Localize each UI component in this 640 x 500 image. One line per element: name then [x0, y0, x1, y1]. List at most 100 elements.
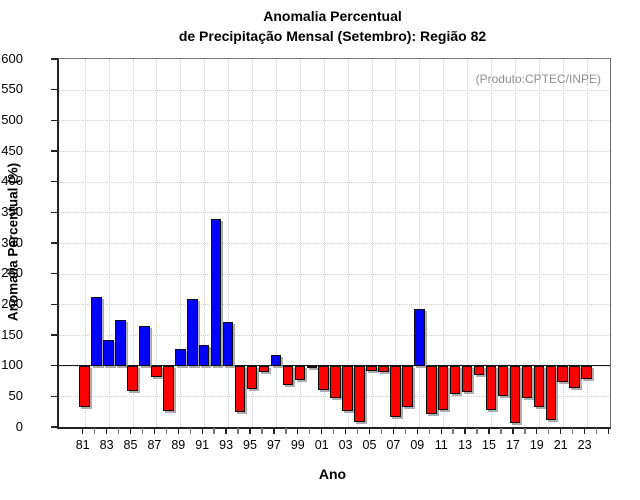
y-tick-label-500: 500 [1, 111, 23, 127]
x-tick-label-2019: 19 [529, 438, 544, 452]
x-tick-label-1999: 99 [290, 438, 305, 452]
chart-title-line1: Anomalia Percentual [263, 8, 402, 24]
x-tick-1985 [129, 428, 132, 434]
v-gridline-2017 [514, 59, 516, 427]
x-tick-1983 [105, 428, 108, 434]
x-tick-2024 [595, 428, 598, 434]
y-tick-300 [51, 242, 57, 244]
x-tick-2006 [380, 428, 383, 434]
x-tick-2019 [536, 428, 538, 434]
x-tick-2003 [344, 428, 347, 434]
x-tick-1996 [261, 428, 263, 434]
y-tick-100 [51, 364, 57, 367]
x-tick-2000 [309, 428, 311, 434]
bar-2013 [461, 365, 473, 393]
x-tick-2001 [321, 428, 323, 434]
bar-1999 [294, 365, 306, 381]
x-tick-1986 [141, 428, 144, 434]
x-tick-2016 [500, 428, 502, 434]
x-tick-label-2021: 21 [553, 438, 568, 452]
bar-2004 [354, 365, 365, 423]
v-gridline-1995 [252, 59, 253, 427]
x-tick-1989 [177, 428, 179, 434]
bar-2011 [437, 365, 449, 411]
x-tick-2021 [560, 428, 562, 434]
h-gridline-500 [59, 120, 610, 122]
x-tick-1987 [153, 428, 156, 434]
x-tick-label-1995: 95 [243, 438, 257, 452]
x-tick-2007 [392, 428, 395, 434]
bar-2007 [390, 365, 401, 417]
h-gridline-350 [59, 212, 610, 214]
h-gridline-450 [59, 151, 610, 152]
y-tick-150 [51, 334, 57, 336]
x-tick-label-1989: 89 [171, 438, 186, 452]
x-tick-2025 [607, 428, 610, 434]
x-tick-label-1993: 93 [219, 438, 234, 452]
y-tick-label-300: 300 [1, 234, 23, 250]
x-tick-1982 [93, 428, 96, 434]
x-tick-1988 [165, 428, 168, 434]
bar-2008 [402, 365, 413, 407]
x-tick-1999 [297, 428, 299, 434]
y-tick-600 [51, 58, 57, 60]
bar-2022 [569, 365, 580, 389]
bar-2020 [545, 365, 556, 421]
bar-2023 [581, 365, 592, 380]
bar-2002 [330, 365, 341, 398]
bar-2021 [557, 365, 568, 382]
x-tick-1997 [273, 428, 275, 434]
v-gridline-1987 [156, 59, 158, 427]
y-tick-0 [51, 426, 57, 428]
x-tick-2012 [452, 428, 454, 434]
v-gridline-2023 [586, 59, 588, 427]
y-tick-label-600: 600 [1, 50, 23, 66]
x-tick-2020 [548, 428, 550, 434]
bar-1989 [175, 349, 186, 366]
bar-1990 [187, 299, 198, 366]
x-tick-2002 [332, 428, 335, 434]
y-tick-350 [51, 211, 57, 214]
x-tick-label-2009: 09 [410, 438, 425, 452]
x-tick-label-2017: 17 [505, 438, 520, 452]
x-tick-2014 [476, 428, 478, 434]
y-tick-250 [51, 272, 57, 275]
x-tick-2004 [356, 428, 359, 434]
x-axis-label: Ano [318, 466, 347, 482]
v-gridline-1997 [275, 59, 277, 427]
y-tick-label-100: 100 [1, 357, 23, 373]
v-gridline-2001 [323, 59, 325, 427]
x-tick-1981 [82, 428, 84, 434]
y-tick-550 [51, 88, 57, 91]
x-tick-label-1991: 91 [195, 438, 210, 452]
v-gridline-1989 [180, 59, 182, 427]
bar-1985 [127, 365, 138, 392]
x-tick-2013 [464, 428, 466, 434]
x-tick-label-1997: 97 [266, 438, 281, 452]
y-tick-label-150: 150 [1, 326, 23, 342]
v-gridline-1985 [132, 59, 134, 427]
x-tick-2017 [512, 428, 514, 434]
y-tick-label-200: 200 [1, 295, 23, 311]
bar-1993 [222, 321, 234, 366]
y-tick-400 [51, 180, 57, 183]
bar-1986 [139, 325, 150, 366]
h-gridline-400 [59, 181, 610, 183]
bar-2019 [533, 365, 545, 407]
x-tick-1984 [117, 428, 120, 434]
y-tick-label-350: 350 [1, 203, 23, 219]
x-tick-2023 [583, 428, 586, 434]
x-tick-1990 [189, 428, 191, 434]
bar-2003 [342, 365, 353, 412]
x-tick-label-1981: 81 [75, 438, 90, 452]
y-tick-label-50: 50 [8, 387, 23, 403]
plot-area: (Produto:CPTEC/INPE) [51, 58, 611, 429]
v-gridline-2013 [467, 59, 469, 427]
x-tick-2018 [524, 428, 526, 434]
bar-1996 [258, 365, 270, 372]
bar-1982 [91, 296, 102, 366]
h-gridline-250 [59, 273, 610, 275]
v-gridline-1983 [108, 59, 110, 427]
x-tick-2010 [428, 428, 430, 434]
